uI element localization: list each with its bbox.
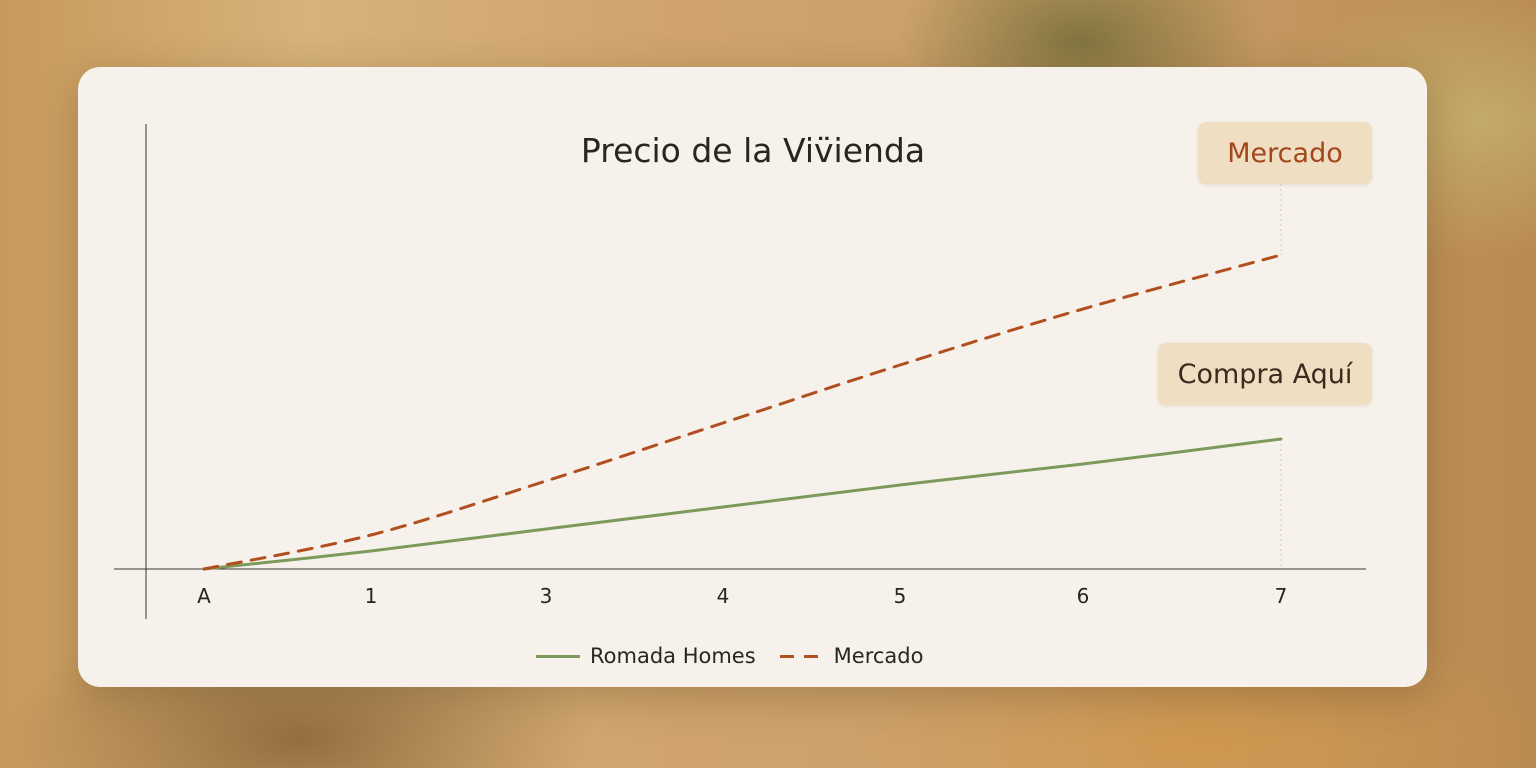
x-tick-label: A — [197, 584, 211, 608]
x-tick-label: 7 — [1274, 584, 1288, 608]
x-tick-label: 6 — [1076, 584, 1090, 608]
x-tick-label: 5 — [893, 584, 907, 608]
chart-title: Precio de la Viv̈ienda — [580, 131, 926, 170]
x-tick-label: 3 — [539, 584, 553, 608]
chart-card: Precio de la Viv̈ienda Mercado Compra Aq… — [78, 67, 1427, 687]
legend-swatch-mercado — [779, 654, 824, 658]
series-line-mercado — [202, 253, 1283, 571]
legend: Romada Homes Mercado — [536, 641, 923, 671]
x-tick-label: 1 — [364, 584, 378, 608]
callout-compra-aqui: Compra Aquí — [1158, 343, 1372, 405]
chart-plot — [114, 124, 1366, 619]
legend-label-romada-homes: Romada Homes — [590, 644, 756, 668]
legend-label-mercado: Mercado — [833, 644, 924, 668]
legend-swatch-romada-homes — [536, 654, 580, 658]
series-line-romada-homes — [202, 437, 1283, 571]
callout-mercado: Mercado — [1198, 122, 1372, 184]
x-tick-label: 4 — [716, 584, 730, 608]
